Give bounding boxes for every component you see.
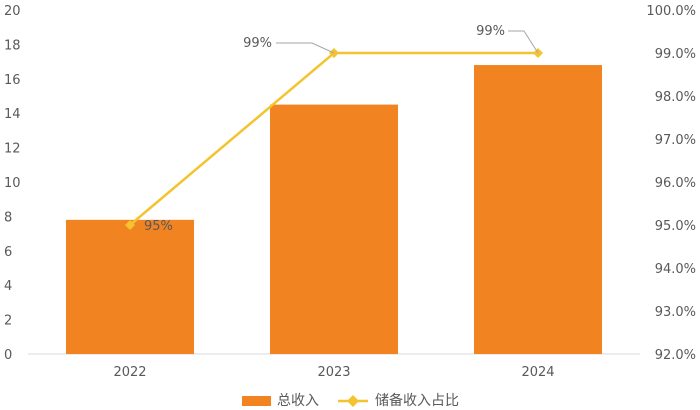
bar-2024	[474, 65, 602, 354]
right-tick-label: 98.0%	[655, 90, 696, 105]
right-tick-label: 92.0%	[655, 348, 696, 363]
bar-2023	[270, 104, 398, 354]
legend: 总收入 储备收入占比	[242, 392, 459, 409]
left-tick-label: 6	[4, 245, 12, 260]
line-data-label: 99%	[243, 36, 272, 51]
bar-2022	[66, 219, 194, 354]
right-tick-label: 97.0%	[655, 133, 696, 148]
line-series: 95% 99% 99%	[125, 24, 543, 234]
bar-series	[66, 65, 602, 354]
right-tick-label: 93.0%	[655, 305, 696, 320]
legend-swatch-line-marker	[347, 395, 359, 407]
legend-label-bar: 总收入	[277, 393, 319, 409]
left-tick-label: 8	[4, 210, 12, 225]
data-label-leader	[508, 30, 539, 54]
right-tick-label: 100.0%	[646, 4, 696, 19]
left-tick-label: 20	[4, 4, 21, 19]
line-data-label: 95%	[144, 219, 173, 234]
data-label-leader	[276, 42, 335, 54]
legend-label-line: 储备收入占比	[375, 392, 459, 409]
right-tick-label: 94.0%	[655, 262, 696, 277]
right-axis-ticks: 92.0% 93.0% 94.0% 95.0% 96.0% 97.0% 98.0% 99.0%…	[646, 4, 696, 363]
line-data-label: 99%	[476, 24, 505, 39]
left-tick-label: 12	[4, 142, 21, 157]
line-point-2022	[125, 220, 135, 230]
legend-swatch-bar	[242, 396, 271, 406]
x-axis-ticks: 2022 2023 2024	[113, 365, 554, 380]
right-tick-label: 99.0%	[655, 47, 696, 62]
left-tick-label: 10	[4, 176, 21, 191]
left-tick-label: 2	[4, 314, 12, 329]
x-tick-label: 2024	[521, 365, 554, 380]
left-tick-label: 16	[4, 73, 21, 88]
right-tick-label: 96.0%	[655, 176, 696, 191]
x-tick-label: 2022	[113, 365, 146, 380]
left-tick-label: 0	[4, 348, 12, 363]
left-tick-label: 18	[4, 38, 21, 53]
left-tick-label: 14	[4, 107, 21, 122]
left-tick-label: 4	[4, 279, 12, 294]
x-tick-label: 2023	[317, 365, 350, 380]
right-tick-label: 95.0%	[655, 219, 696, 234]
left-axis-ticks: 0 2 4 6 8 10 12 14 16 18 20	[4, 4, 21, 363]
